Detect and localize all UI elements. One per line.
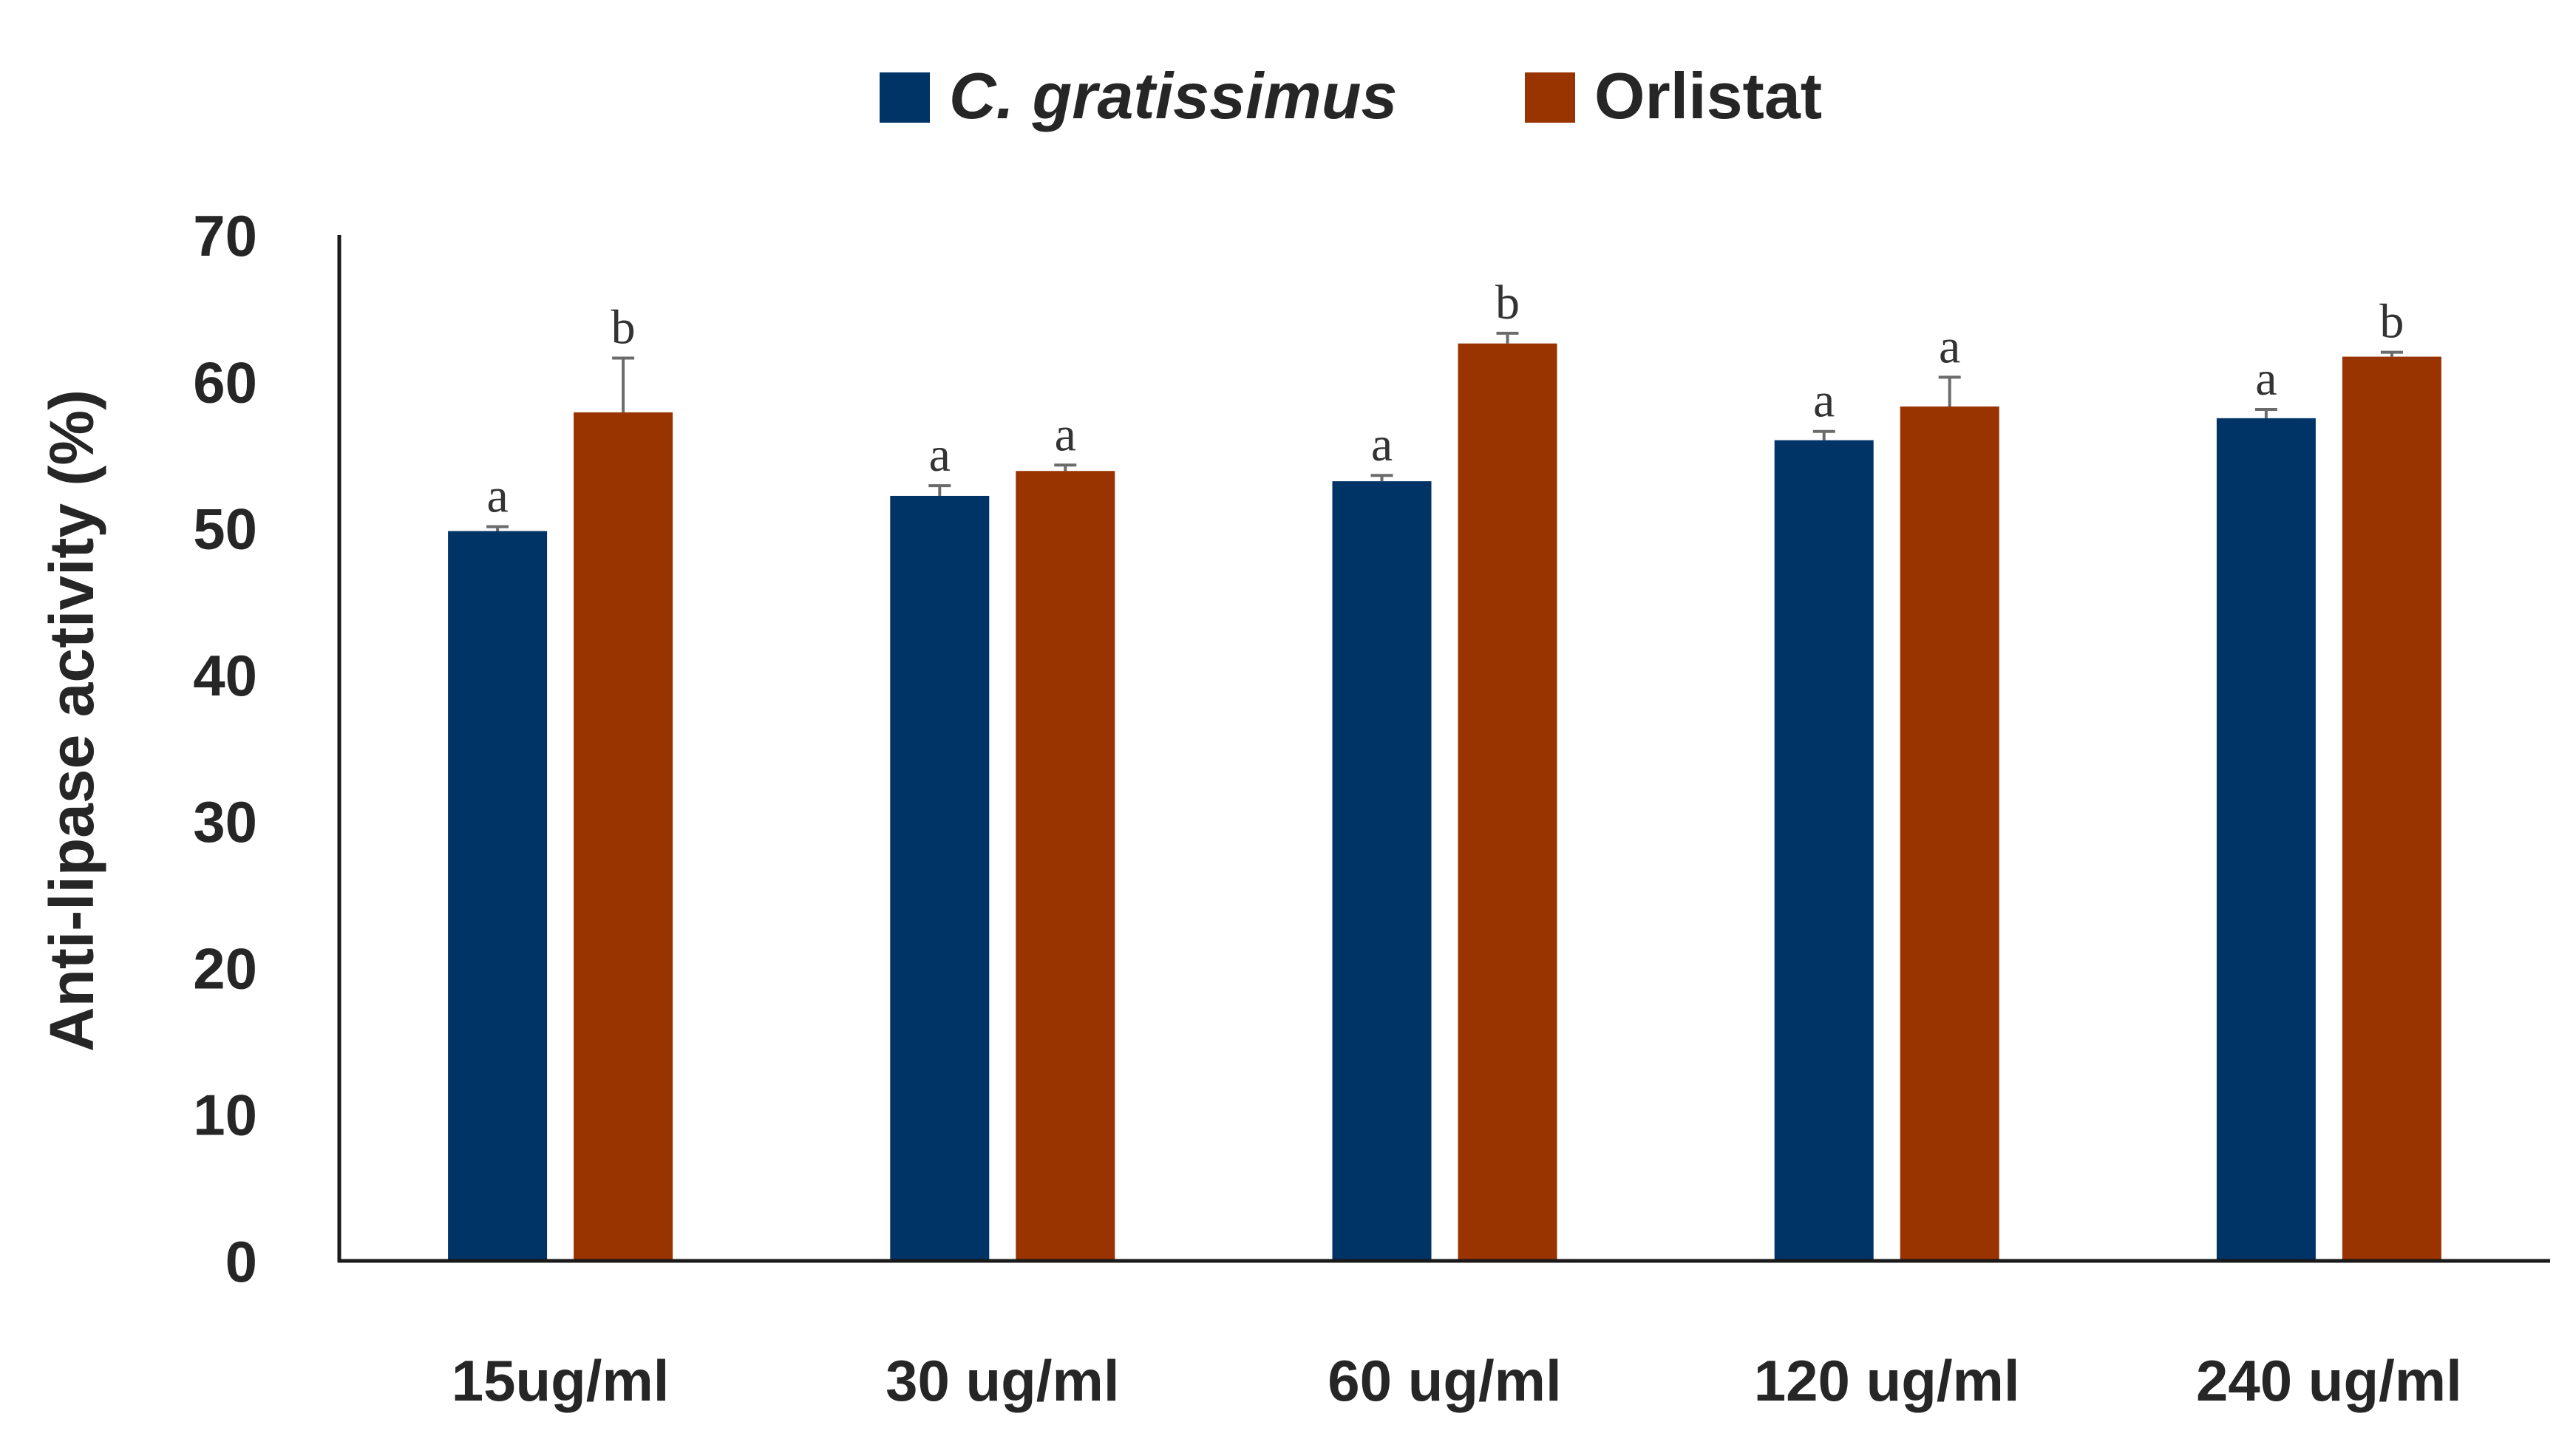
error-bar: [1370, 474, 1393, 482]
x-tick-label: 15ug/ml: [452, 1348, 670, 1413]
legend: C. gratissimus Orlistat: [880, 59, 1822, 132]
bar-c-gratissimus: [890, 495, 990, 1262]
bar-orlistat: [574, 412, 673, 1261]
significance-letters: a b a a a b a a a b: [486, 276, 2404, 523]
y-tick-label: 40: [193, 643, 257, 708]
significance-letter: b: [2379, 295, 2404, 349]
bar-orlistat: [1900, 406, 1999, 1261]
x-tick-label: 120 ug/ml: [1754, 1348, 2020, 1413]
error-bar: [2380, 350, 2403, 357]
bar-orlistat: [1016, 471, 1115, 1261]
x-tick-label: 60 ug/ml: [1328, 1348, 1561, 1413]
significance-letter: a: [1813, 374, 1835, 428]
error-bars: [486, 331, 2403, 531]
legend-swatch-c-gratissimus: [880, 72, 930, 123]
bar-orlistat: [1458, 343, 1557, 1261]
legend-label-orlistat: Orlistat: [1594, 59, 1822, 132]
error-bar: [2254, 407, 2277, 418]
bar-c-gratissimus: [1774, 440, 1874, 1261]
y-axis-label: Anti-lipase activity (%): [37, 389, 106, 1052]
y-axis-ticks: 0 10 20 30 40 50 60 70: [193, 203, 257, 1294]
error-bar: [1938, 375, 1961, 406]
legend-label-c-gratissimus: C. gratissimus: [949, 59, 1397, 132]
x-tick-label: 30 ug/ml: [886, 1348, 1119, 1413]
significance-letter: b: [611, 301, 636, 355]
y-tick-label: 50: [193, 497, 257, 562]
significance-letter: a: [929, 428, 951, 482]
error-bar: [486, 525, 509, 531]
bars: [448, 343, 2441, 1262]
bar-c-gratissimus: [1332, 481, 1432, 1261]
significance-letter: a: [1371, 418, 1393, 472]
error-bar: [1496, 331, 1519, 344]
y-tick-label: 60: [193, 350, 257, 415]
error-bar: [1812, 429, 1835, 440]
y-tick-label: 20: [193, 936, 257, 1001]
x-tick-label: 240 ug/ml: [2196, 1348, 2462, 1413]
bar-c-gratissimus: [2216, 418, 2316, 1261]
significance-letter: a: [486, 469, 508, 523]
significance-letter: b: [1495, 276, 1520, 330]
error-bar: [928, 484, 951, 496]
y-tick-label: 0: [225, 1229, 257, 1294]
error-bar: [1054, 463, 1077, 472]
y-tick-label: 30: [193, 789, 257, 854]
significance-letter: a: [1939, 319, 1960, 373]
significance-letter: a: [1055, 407, 1076, 461]
y-tick-label: 10: [193, 1083, 257, 1148]
x-axis-ticks: 15ug/ml 30 ug/ml 60 ug/ml 120 ug/ml 240 ug/m…: [452, 1348, 2462, 1413]
legend-swatch-orlistat: [1525, 72, 1575, 123]
bar-c-gratissimus: [448, 531, 548, 1261]
error-bar: [612, 356, 635, 412]
significance-letter: a: [2255, 352, 2277, 406]
bar-orlistat: [2342, 356, 2441, 1261]
y-tick-label: 70: [193, 203, 257, 268]
